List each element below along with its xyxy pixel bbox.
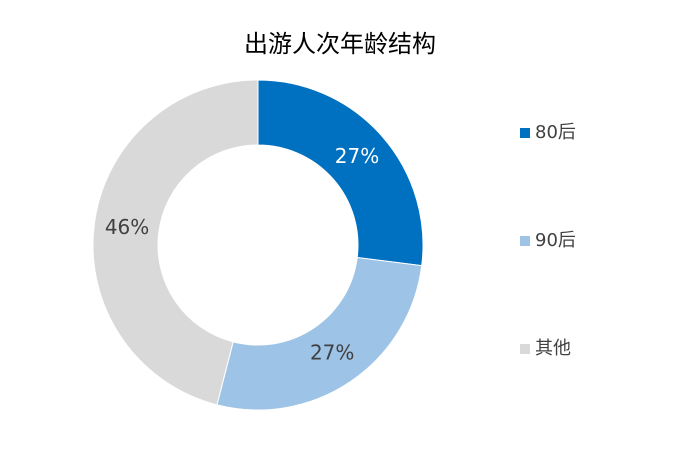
donut-segment [92,79,259,406]
donut-segment [216,256,423,411]
legend-swatch [520,128,530,138]
legend-swatch [520,236,530,246]
donut-segment [257,79,424,267]
legend-label: 90后 [535,230,576,251]
chart-title: 出游人次年龄结构 [244,30,436,58]
data-label: 27% [335,144,379,168]
legend-swatch [520,344,530,354]
legend-label: 其他 [535,338,571,359]
data-label: 27% [310,341,354,365]
legend-label: 80后 [535,122,576,143]
data-label: 46% [105,215,149,239]
